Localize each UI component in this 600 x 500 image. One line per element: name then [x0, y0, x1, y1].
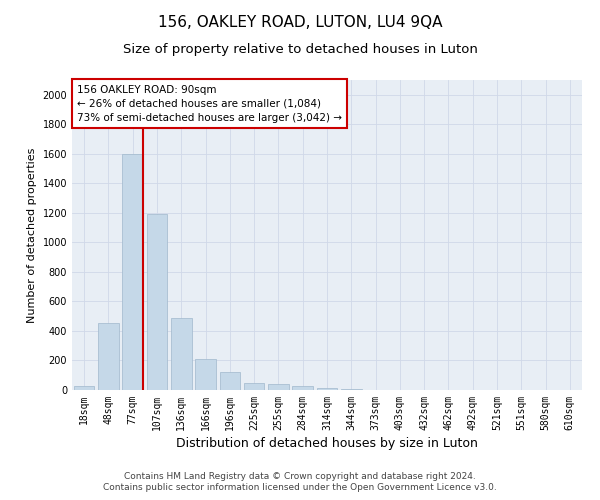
Y-axis label: Number of detached properties: Number of detached properties [27, 148, 37, 322]
Bar [220, 372, 240, 390]
Bar [317, 388, 337, 390]
Text: Size of property relative to detached houses in Luton: Size of property relative to detached ho… [122, 42, 478, 56]
Bar [244, 384, 265, 390]
Bar [171, 318, 191, 390]
Text: Contains public sector information licensed under the Open Government Licence v3: Contains public sector information licen… [103, 484, 497, 492]
Bar [98, 323, 119, 390]
Text: 156 OAKLEY ROAD: 90sqm
← 26% of detached houses are smaller (1,084)
73% of semi-: 156 OAKLEY ROAD: 90sqm ← 26% of detached… [77, 84, 342, 122]
Bar [146, 214, 167, 390]
Bar [122, 154, 143, 390]
X-axis label: Distribution of detached houses by size in Luton: Distribution of detached houses by size … [176, 437, 478, 450]
Bar [292, 386, 313, 390]
Bar [74, 386, 94, 390]
Text: Contains HM Land Registry data © Crown copyright and database right 2024.: Contains HM Land Registry data © Crown c… [124, 472, 476, 481]
Text: 156, OAKLEY ROAD, LUTON, LU4 9QA: 156, OAKLEY ROAD, LUTON, LU4 9QA [158, 15, 442, 30]
Bar [195, 359, 216, 390]
Bar [268, 384, 289, 390]
